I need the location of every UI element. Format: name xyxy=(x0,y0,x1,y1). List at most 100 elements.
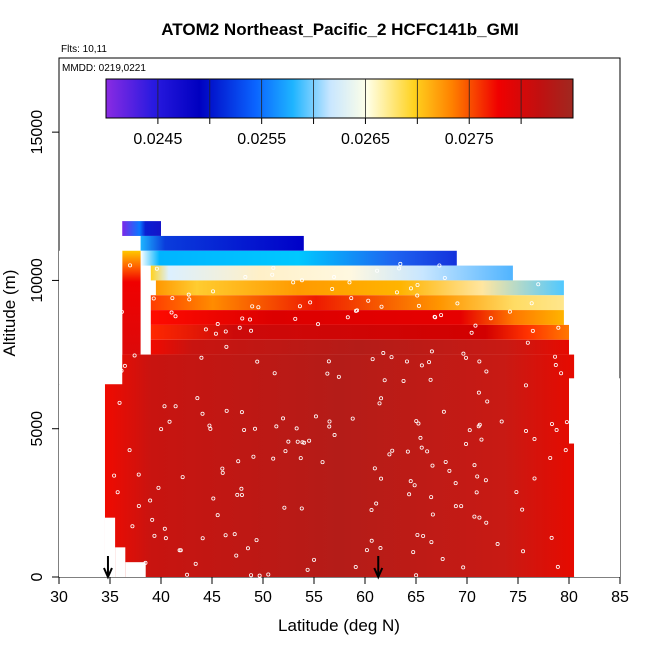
observation-point xyxy=(549,421,554,426)
observation-point xyxy=(327,424,332,429)
observation-point xyxy=(291,280,296,285)
colorbar-tick-label: 0.0275 xyxy=(445,131,494,148)
observation-point xyxy=(136,472,141,477)
observation-point xyxy=(248,317,253,322)
observation-point xyxy=(411,550,416,555)
observation-point xyxy=(414,573,419,578)
observation-point xyxy=(223,533,228,538)
observation-point xyxy=(220,470,225,475)
heatmap-mask xyxy=(59,384,105,577)
observation-point xyxy=(382,378,387,383)
observation-point xyxy=(499,419,504,424)
observation-point xyxy=(447,468,452,473)
observation-point xyxy=(136,503,141,508)
observation-point xyxy=(167,419,172,424)
observation-point xyxy=(369,508,374,513)
observation-point xyxy=(159,427,164,432)
observation-point xyxy=(128,263,133,268)
observation-point xyxy=(298,456,303,461)
x-tick-label: 75 xyxy=(509,589,527,606)
observation-point xyxy=(305,567,310,572)
x-tick-label: 50 xyxy=(254,589,272,606)
observation-point xyxy=(355,308,360,313)
observation-point xyxy=(378,546,383,551)
observation-point xyxy=(239,486,244,491)
x-tick-label: 60 xyxy=(356,589,374,606)
observation-point xyxy=(300,440,305,445)
axes: 30 35 40 45 50 55 60 65 70 75 80 85 0 5000 10000 15000 xyxy=(29,110,629,606)
observation-point xyxy=(433,315,438,320)
observation-point xyxy=(548,455,553,460)
observation-point xyxy=(415,283,420,288)
observation-point xyxy=(316,322,321,327)
observation-point xyxy=(472,261,477,266)
observation-point xyxy=(488,316,493,321)
observation-point xyxy=(266,572,271,577)
observation-point xyxy=(327,419,332,424)
observation-point xyxy=(419,363,424,368)
observation-point xyxy=(320,460,325,465)
observation-point xyxy=(162,404,167,409)
observation-point xyxy=(350,416,355,421)
observation-point xyxy=(119,309,124,314)
observation-point xyxy=(377,401,382,406)
observation-point xyxy=(211,289,216,294)
observation-point xyxy=(525,340,530,345)
observation-point xyxy=(224,408,229,413)
observation-point xyxy=(467,428,472,433)
observation-point xyxy=(271,456,276,461)
observation-point xyxy=(240,316,245,321)
observation-point xyxy=(173,314,178,319)
observation-point xyxy=(325,371,330,376)
observation-point xyxy=(243,275,248,280)
observation-point xyxy=(564,420,569,425)
heatmap-mask xyxy=(569,378,620,444)
observation-point xyxy=(464,441,469,446)
observation-point xyxy=(523,383,528,388)
observation-point xyxy=(345,315,350,320)
observation-point xyxy=(381,351,386,356)
y-axis-label: Altitude (m) xyxy=(0,270,19,357)
observation-point xyxy=(405,449,410,454)
observation-point xyxy=(429,540,434,545)
observation-point xyxy=(453,481,458,486)
observation-point xyxy=(232,532,237,537)
observation-point xyxy=(239,492,244,497)
observation-point xyxy=(461,351,466,356)
observation-point xyxy=(152,533,157,538)
observation-point xyxy=(199,355,204,360)
colorbar-tick-label: 0.0245 xyxy=(133,131,182,148)
observation-point xyxy=(485,399,490,404)
observation-point xyxy=(299,278,304,283)
observation-point xyxy=(239,410,244,415)
observation-point xyxy=(469,330,474,335)
observation-point xyxy=(207,423,212,428)
heatmap-band-edge xyxy=(122,250,141,355)
observation-point xyxy=(302,440,307,445)
observation-point xyxy=(428,377,433,382)
observation-point xyxy=(563,448,568,453)
observation-point xyxy=(389,355,394,360)
observation-point xyxy=(472,463,477,468)
heatmap-band xyxy=(150,339,570,355)
observation-point xyxy=(215,322,220,327)
observation-point xyxy=(347,280,352,285)
observation-point xyxy=(270,272,275,277)
observation-point xyxy=(151,296,156,301)
observation-points xyxy=(112,261,569,578)
y-tick-label: 10000 xyxy=(29,258,46,303)
observation-point xyxy=(177,548,182,553)
observation-point xyxy=(326,359,331,364)
observation-point xyxy=(421,534,426,539)
observation-point xyxy=(256,305,261,310)
observation-point xyxy=(461,565,466,570)
observation-point xyxy=(370,357,375,362)
observation-point xyxy=(130,524,135,529)
observation-point xyxy=(430,463,435,468)
observation-point xyxy=(437,263,442,268)
flights-label: Flts: 10,11 xyxy=(61,44,107,55)
observation-point xyxy=(332,433,337,438)
observation-point xyxy=(200,411,205,416)
colorbar-tick-label: 0.0255 xyxy=(237,131,286,148)
observation-point xyxy=(532,476,537,481)
